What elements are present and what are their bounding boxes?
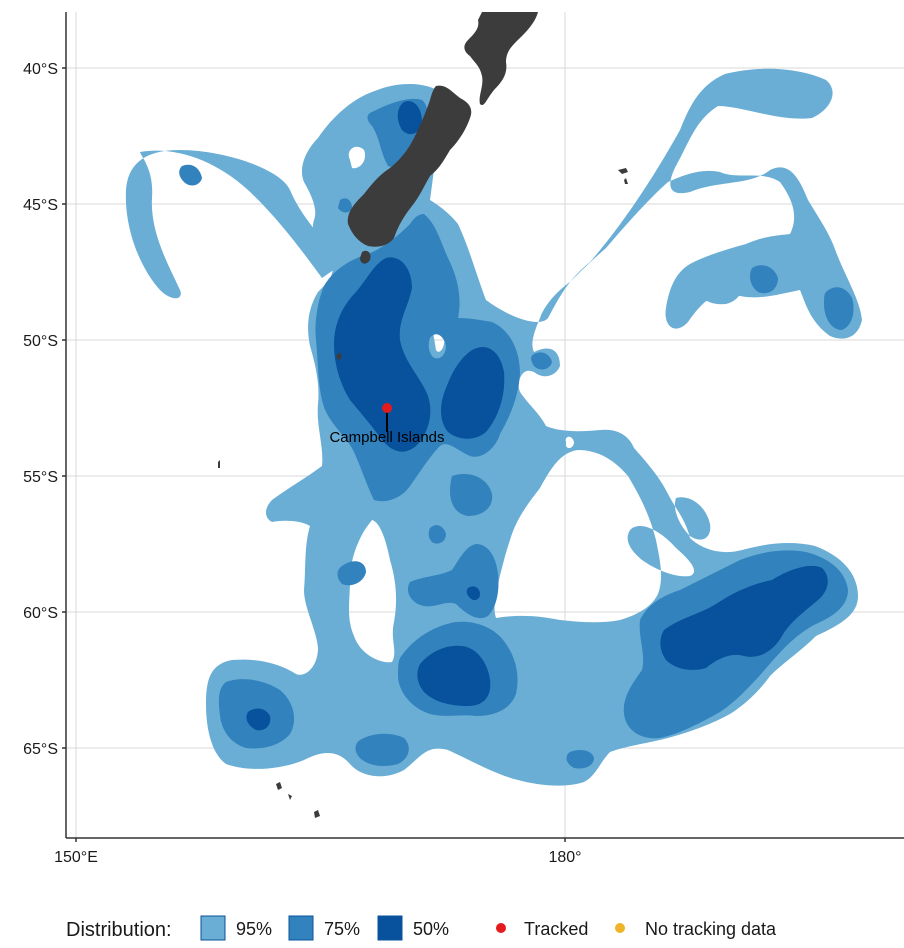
contour-50-central-west xyxy=(334,257,431,452)
contour-50-small-mid xyxy=(466,586,480,601)
lon-label: 180° xyxy=(548,849,581,866)
contour-95-northeast-blob xyxy=(695,267,743,305)
lat-label: 60°S xyxy=(23,605,58,622)
longitude-labels: 150°E 180° xyxy=(54,849,581,866)
legend-key-tracked xyxy=(496,923,506,933)
stewart-island xyxy=(360,250,371,264)
latitude-labels: 40°S 45°S 50°S 55°S 60°S 65°S xyxy=(23,61,58,758)
contour-75-northeast-1 xyxy=(750,265,778,294)
lon-label: 150°E xyxy=(54,849,98,866)
contour-95-west-arm xyxy=(125,150,346,299)
legend-label-95: 95% xyxy=(236,919,272,939)
contour-75-small-180 xyxy=(566,750,594,769)
legend-label-tracked: Tracked xyxy=(524,919,588,939)
lat-label: 55°S xyxy=(23,469,58,486)
contour-75-west-spot xyxy=(179,164,202,186)
contour-75-small-dot xyxy=(428,525,446,544)
legend-title: Distribution: xyxy=(66,919,172,941)
north-island xyxy=(464,12,538,106)
south-island xyxy=(347,85,472,247)
lat-label: 40°S xyxy=(23,61,58,78)
contour-75-southsouth xyxy=(355,733,409,766)
tracked-site-point xyxy=(382,403,392,413)
contour-75-spot-3 xyxy=(338,198,352,213)
contour-50-east xyxy=(660,565,828,670)
lat-label: 65°S xyxy=(23,741,58,758)
legend-label-75: 75% xyxy=(324,919,360,939)
legend-key-50 xyxy=(377,915,403,941)
snares-islet xyxy=(336,352,342,360)
distribution-50 xyxy=(246,101,828,731)
legend-label-no-tracking: No tracking data xyxy=(645,919,777,939)
legend-key-no-tracking xyxy=(615,923,625,933)
legend: Distribution: 95% 75% 50% Tracked No tra… xyxy=(66,915,777,941)
campbell-islands-marker: Campbell Islands xyxy=(329,403,445,446)
balleny-islands xyxy=(276,782,320,818)
contour-75-southwest-small xyxy=(337,561,366,586)
lat-label: 45°S xyxy=(23,197,58,214)
contour-75-spot-2 xyxy=(531,352,552,370)
chatham-islands xyxy=(618,168,628,184)
macquarie-islet xyxy=(218,460,220,468)
axes xyxy=(62,12,904,842)
contour-75-northeast-2 xyxy=(824,287,854,330)
contour-50-south xyxy=(417,645,491,706)
lat-label: 50°S xyxy=(23,333,58,350)
landmass xyxy=(218,12,628,818)
legend-key-95 xyxy=(200,915,226,941)
legend-label-50: 50% xyxy=(413,919,449,939)
legend-key-75 xyxy=(288,915,314,941)
contour-50-north xyxy=(397,101,422,135)
contour-50-southwest xyxy=(246,708,271,731)
contour-75-south-central xyxy=(449,474,493,516)
site-label: Campbell Islands xyxy=(329,429,444,446)
contour-50-central-east xyxy=(441,346,505,439)
